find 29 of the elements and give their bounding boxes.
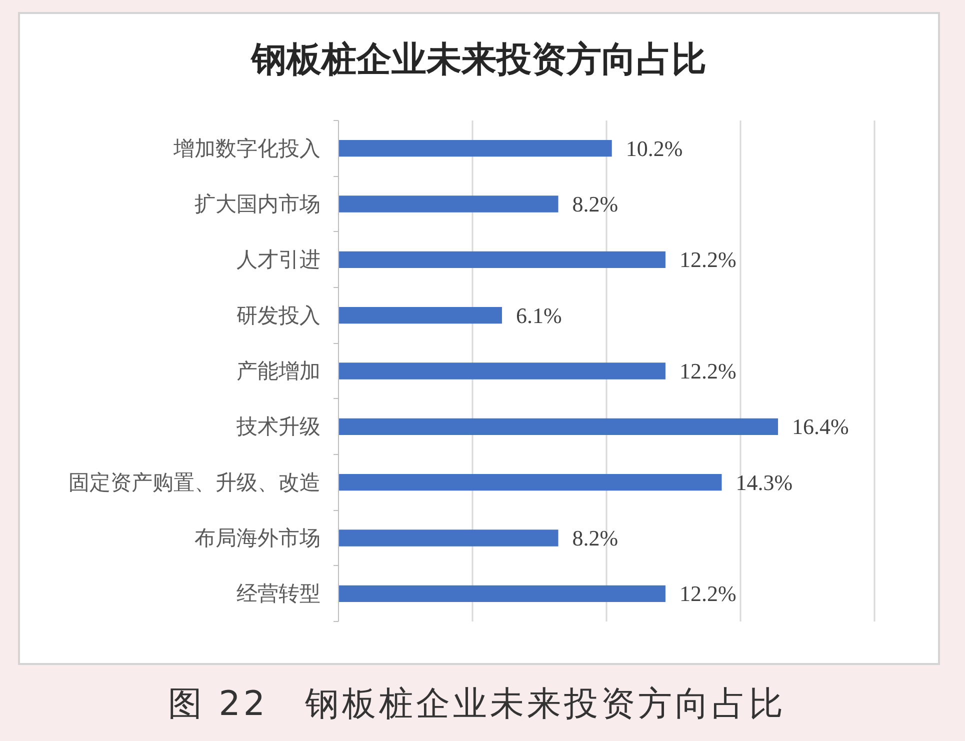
data-label: 16.4% [792,414,849,440]
data-label: 14.3% [736,470,793,495]
bar [338,251,666,268]
bar [338,418,778,436]
data-label: 12.2% [679,358,736,384]
bar [338,362,666,380]
caption: 图 22 钢板桩企业未来投资方向占比 [168,683,786,726]
bar [338,585,666,602]
y-tick-label: 研发投入 [236,303,320,328]
y-tick-label: 固定资产购置、升级、改造 [68,470,320,494]
bar [338,306,502,324]
bar [338,474,722,491]
data-label: 10.2% [626,136,683,161]
bar [338,140,612,157]
y-tick-label: 技术升级 [236,414,320,439]
data-label: 12.2% [679,247,736,272]
y-tick-label: 产能增加 [236,359,320,383]
y-tick-label: 布局海外市场 [194,526,320,550]
chart-title: 钢板桩企业未来投资方向占比 [252,39,706,81]
bar [338,196,558,212]
y-tick-label: 扩大国内市场 [194,192,320,216]
data-label: 8.2% [572,526,618,550]
y-tick-label: 增加数字化投入 [172,136,320,160]
data-label: 6.1% [516,302,562,328]
data-label: 12.2% [679,581,736,606]
bar [338,530,558,546]
y-tick-label: 经营转型 [236,582,320,606]
y-tick-label: 人才引进 [236,248,320,272]
data-label: 8.2% [572,192,618,216]
